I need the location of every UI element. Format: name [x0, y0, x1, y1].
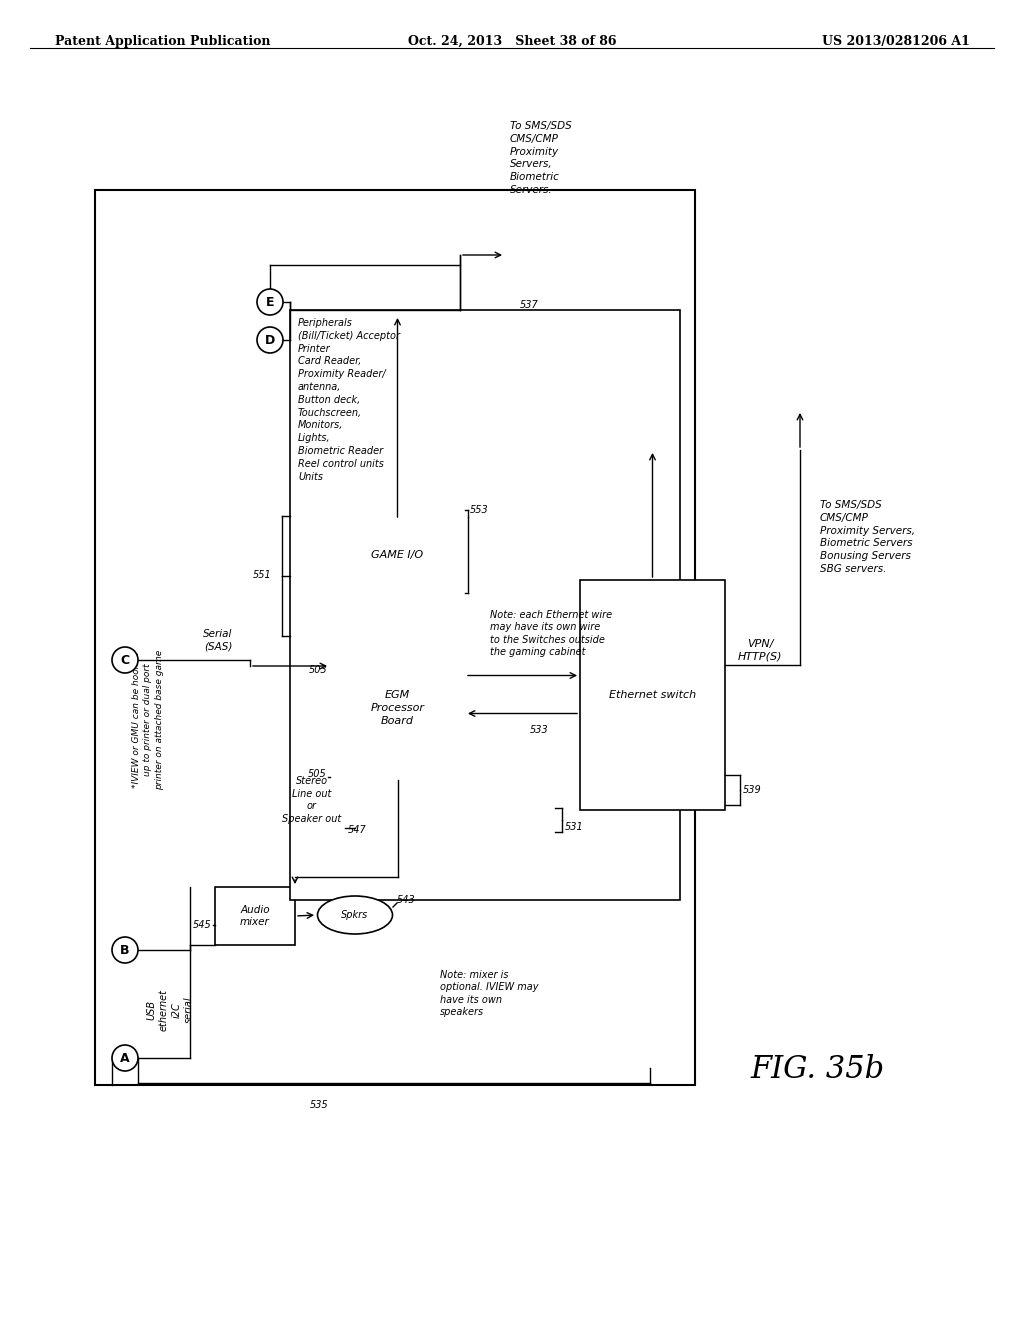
Text: GAME I/O: GAME I/O — [372, 550, 424, 560]
Ellipse shape — [317, 896, 392, 935]
Text: 531: 531 — [565, 822, 584, 832]
Text: Serial
(SAS): Serial (SAS) — [204, 628, 232, 651]
Circle shape — [112, 647, 138, 673]
Text: Stereo
Line out
or
Speaker out: Stereo Line out or Speaker out — [283, 776, 342, 824]
Text: Note: each Ethernet wire
may have its own wire
to the Switches outside
the gamin: Note: each Ethernet wire may have its ow… — [490, 610, 612, 657]
Text: 553: 553 — [470, 506, 488, 515]
Text: 551: 551 — [253, 570, 272, 581]
Text: B: B — [120, 944, 130, 957]
Text: A: A — [120, 1052, 130, 1064]
Text: 547: 547 — [348, 825, 367, 836]
Text: Patent Application Publication: Patent Application Publication — [55, 36, 270, 48]
Bar — [330, 590, 465, 780]
Text: EGM
Processor
Board: EGM Processor Board — [371, 689, 425, 726]
Text: 545: 545 — [194, 920, 212, 931]
Text: FIG. 35b: FIG. 35b — [750, 1055, 884, 1085]
Text: Audio
mixer: Audio mixer — [240, 904, 270, 927]
Circle shape — [112, 1045, 138, 1071]
Text: 537: 537 — [520, 300, 539, 310]
Text: C: C — [121, 653, 130, 667]
Text: D: D — [265, 334, 275, 346]
Circle shape — [257, 289, 283, 315]
Text: 505: 505 — [308, 770, 327, 779]
Text: Spkrs: Spkrs — [341, 909, 369, 920]
Text: 503: 503 — [309, 665, 328, 675]
Text: Note: mixer is
optional. IVIEW may
have its own
speakers: Note: mixer is optional. IVIEW may have … — [440, 970, 539, 1018]
Text: 535: 535 — [310, 1100, 329, 1110]
Text: To SMS/SDS
CMS/CMP
Proximity
Servers,
Biometric
Servers.: To SMS/SDS CMS/CMP Proximity Servers, Bi… — [510, 121, 571, 195]
Text: E: E — [266, 296, 274, 309]
Bar — [330, 520, 465, 590]
Circle shape — [257, 327, 283, 352]
Circle shape — [112, 937, 138, 964]
Text: *IVIEW or GMU can be hooked
up to printer or dual port
printer on attached base : *IVIEW or GMU can be hooked up to printe… — [132, 649, 164, 791]
Bar — [215, 887, 295, 945]
Bar — [290, 310, 680, 900]
Text: USB
ethernet
i2C
serial: USB ethernet i2C serial — [146, 989, 194, 1031]
Text: US 2013/0281206 A1: US 2013/0281206 A1 — [822, 36, 970, 48]
Text: 533: 533 — [530, 725, 549, 735]
Text: Peripherals
(Bill/Ticket) Acceptor
Printer
Card Reader,
Proximity Reader/
antenn: Peripherals (Bill/Ticket) Acceptor Print… — [298, 318, 400, 482]
Bar — [580, 579, 725, 810]
Text: To SMS/SDS
CMS/CMP
Proximity Servers,
Biometric Servers
Bonusing Servers
SBG ser: To SMS/SDS CMS/CMP Proximity Servers, Bi… — [820, 500, 915, 574]
Bar — [95, 190, 695, 1085]
Text: Ethernet switch: Ethernet switch — [609, 690, 696, 700]
Text: VPN/
HTTP(S): VPN/ HTTP(S) — [737, 639, 782, 661]
Text: 543: 543 — [397, 895, 416, 906]
Text: 539: 539 — [743, 785, 762, 795]
Text: Oct. 24, 2013   Sheet 38 of 86: Oct. 24, 2013 Sheet 38 of 86 — [408, 36, 616, 48]
